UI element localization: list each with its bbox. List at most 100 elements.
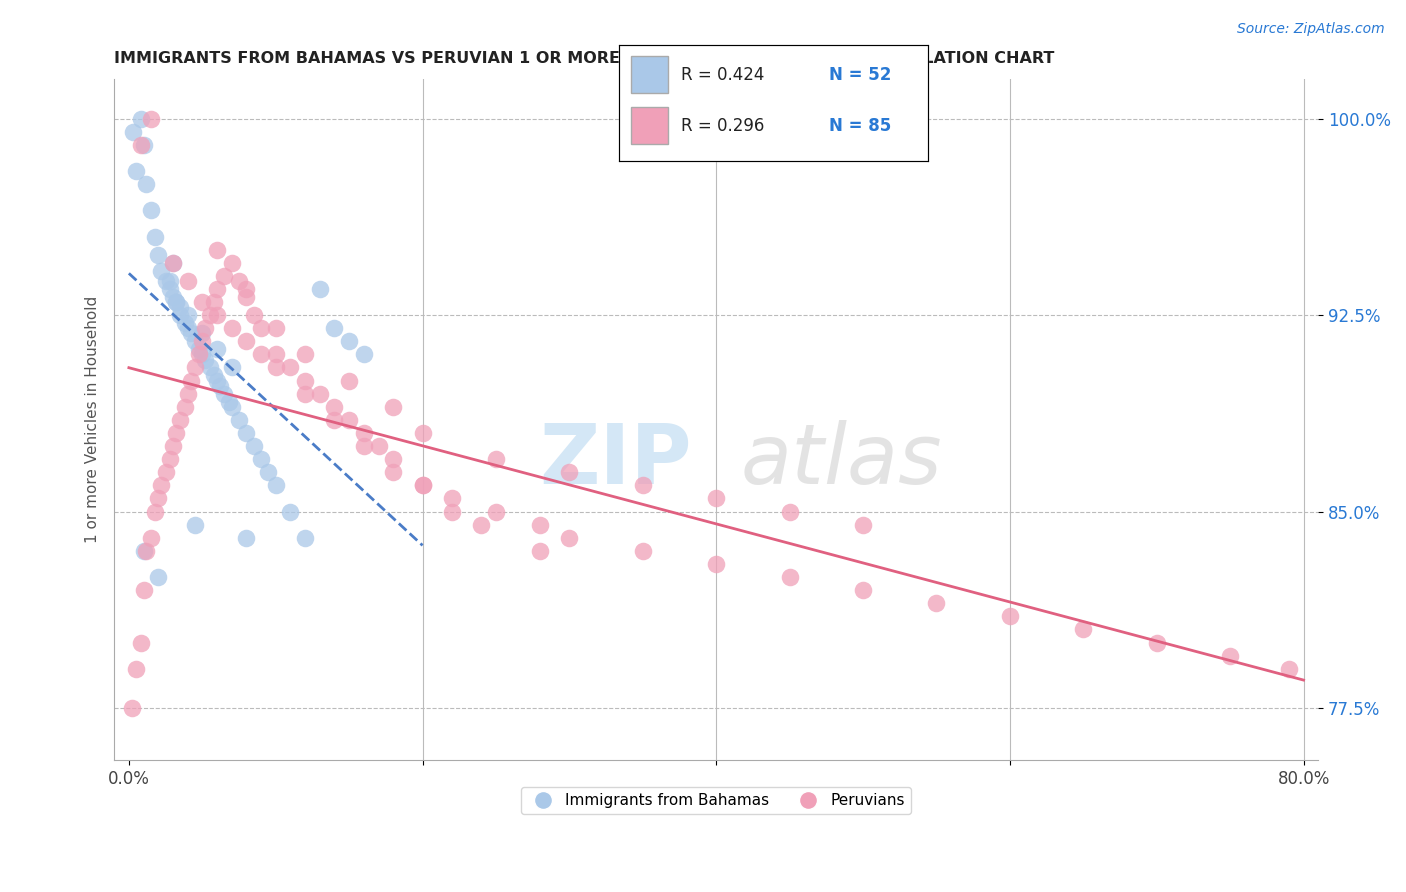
Point xyxy=(704,491,727,506)
Point xyxy=(280,360,302,375)
Point xyxy=(165,425,187,440)
Point xyxy=(221,360,243,375)
Point xyxy=(440,504,463,518)
Point xyxy=(188,342,211,356)
Point xyxy=(139,203,162,218)
Point xyxy=(529,544,551,558)
Text: Source: ZipAtlas.com: Source: ZipAtlas.com xyxy=(1237,22,1385,37)
Point xyxy=(353,347,375,361)
Point xyxy=(221,256,243,270)
Point xyxy=(250,452,273,467)
Point xyxy=(135,544,157,558)
Point xyxy=(308,282,330,296)
Point xyxy=(485,452,508,467)
Point xyxy=(1073,623,1095,637)
Text: ZIP: ZIP xyxy=(540,420,692,501)
Point xyxy=(122,125,145,139)
Point xyxy=(221,321,243,335)
Point xyxy=(129,137,152,152)
Point xyxy=(143,504,166,518)
Point xyxy=(235,282,257,296)
Point xyxy=(155,465,177,479)
Point xyxy=(150,478,173,492)
Point xyxy=(323,400,346,414)
Point xyxy=(294,347,316,361)
Point xyxy=(208,379,231,393)
Point xyxy=(129,112,152,126)
Point xyxy=(176,321,198,335)
Point xyxy=(188,347,211,361)
Point xyxy=(242,439,264,453)
Point xyxy=(308,386,330,401)
Point xyxy=(631,544,654,558)
Point xyxy=(280,504,302,518)
Point xyxy=(205,374,228,388)
Point xyxy=(1219,648,1241,663)
Point xyxy=(257,465,280,479)
Point xyxy=(205,243,228,257)
Point xyxy=(125,662,148,676)
Point xyxy=(228,413,250,427)
Point xyxy=(198,308,221,322)
Text: IMMIGRANTS FROM BAHAMAS VS PERUVIAN 1 OR MORE VEHICLES IN HOUSEHOLD CORRELATION : IMMIGRANTS FROM BAHAMAS VS PERUVIAN 1 OR… xyxy=(114,51,1054,66)
Point xyxy=(264,360,287,375)
Point xyxy=(264,321,287,335)
Point xyxy=(202,368,225,383)
Point xyxy=(337,374,360,388)
Point xyxy=(194,352,217,367)
Text: N = 85: N = 85 xyxy=(830,117,891,135)
Point xyxy=(121,701,143,715)
Point xyxy=(129,635,152,649)
Point xyxy=(165,295,187,310)
Point xyxy=(779,504,801,518)
Point xyxy=(412,425,434,440)
Point xyxy=(235,531,257,545)
Point xyxy=(162,256,184,270)
Point xyxy=(852,517,875,532)
Point xyxy=(250,347,273,361)
Point xyxy=(132,137,155,152)
Point xyxy=(139,112,162,126)
Point xyxy=(323,321,346,335)
Point xyxy=(382,465,405,479)
Point xyxy=(132,544,155,558)
Point xyxy=(631,478,654,492)
Point xyxy=(139,531,162,545)
Point xyxy=(184,334,207,349)
Point xyxy=(221,400,243,414)
Point xyxy=(412,478,434,492)
Point xyxy=(337,413,360,427)
Point xyxy=(159,282,181,296)
Point xyxy=(214,268,236,283)
Point xyxy=(353,425,375,440)
Point xyxy=(382,452,405,467)
Point xyxy=(150,263,173,277)
Point xyxy=(159,452,181,467)
Point xyxy=(214,386,236,401)
Point xyxy=(242,308,264,322)
Point xyxy=(294,386,316,401)
Point xyxy=(367,439,389,453)
Point xyxy=(173,400,195,414)
Point xyxy=(198,360,221,375)
Point xyxy=(218,394,240,409)
Point xyxy=(925,596,948,610)
Point xyxy=(205,282,228,296)
Point xyxy=(294,374,316,388)
Point xyxy=(998,609,1021,624)
Legend: Immigrants from Bahamas, Peruvians: Immigrants from Bahamas, Peruvians xyxy=(522,787,911,814)
FancyBboxPatch shape xyxy=(631,107,668,145)
Point xyxy=(382,400,405,414)
Point xyxy=(184,517,207,532)
FancyBboxPatch shape xyxy=(631,56,668,94)
Point xyxy=(235,290,257,304)
Point xyxy=(169,308,191,322)
Point xyxy=(250,321,273,335)
Point xyxy=(176,274,198,288)
Point xyxy=(558,465,581,479)
Point xyxy=(205,342,228,356)
Point xyxy=(132,583,155,598)
Point xyxy=(176,308,198,322)
Point xyxy=(852,583,875,598)
Point xyxy=(191,347,214,361)
